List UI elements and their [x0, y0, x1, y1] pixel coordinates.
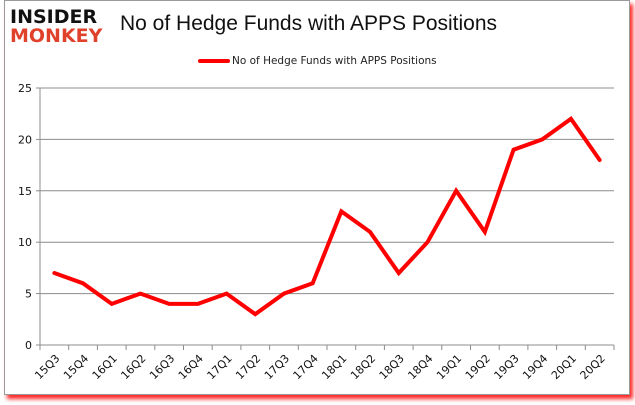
- y-tick-label: 25: [18, 82, 32, 95]
- x-tick-label: 15Q4: [61, 352, 91, 382]
- y-tick-label: 5: [25, 288, 32, 301]
- x-tick-label: 16Q4: [176, 352, 206, 382]
- y-tick-label: 10: [18, 236, 32, 249]
- x-tick-label: 17Q1: [205, 352, 235, 382]
- x-tick-label: 20Q2: [578, 352, 608, 382]
- data-line: [52, 116, 602, 317]
- x-tick-label: 17Q3: [262, 352, 292, 382]
- x-tick-label: 16Q3: [147, 352, 177, 382]
- x-tick-label: 18Q2: [348, 352, 378, 382]
- x-tick-label: 16Q1: [90, 352, 120, 382]
- x-tick-label: 19Q4: [520, 352, 550, 382]
- chart-legend: No of Hedge Funds with APPS Positions: [198, 55, 437, 67]
- y-tick-label: 15: [18, 185, 32, 198]
- x-tick-label: 18Q1: [319, 352, 349, 382]
- x-tick-label: 19Q1: [434, 352, 464, 382]
- chart-frame: [4, 0, 630, 395]
- x-tick-label: 20Q1: [549, 352, 579, 382]
- x-tick-label: 16Q2: [118, 352, 148, 382]
- x-tick-label: 19Q2: [463, 352, 493, 382]
- x-tick-label: 17Q4: [291, 352, 321, 382]
- insider-monkey-logo: INSIDER MONKEY: [10, 8, 102, 46]
- x-tick-label: 15Q3: [32, 352, 62, 382]
- logo-line-1: INSIDER: [10, 6, 98, 28]
- y-tick-label: 0: [25, 339, 32, 352]
- legend-label: No of Hedge Funds with APPS Positions: [232, 55, 437, 67]
- x-tick-label: 18Q4: [405, 352, 435, 382]
- x-tick-label: 19Q3: [492, 352, 522, 382]
- chart-title: No of Hedge Funds with APPS Positions: [120, 12, 498, 35]
- logo-line-2: MONKEY: [10, 25, 103, 47]
- x-tick-label: 17Q2: [233, 352, 263, 382]
- x-tick-label: 18Q3: [377, 352, 407, 382]
- legend-swatch: [198, 59, 230, 63]
- y-tick-label: 20: [18, 133, 32, 146]
